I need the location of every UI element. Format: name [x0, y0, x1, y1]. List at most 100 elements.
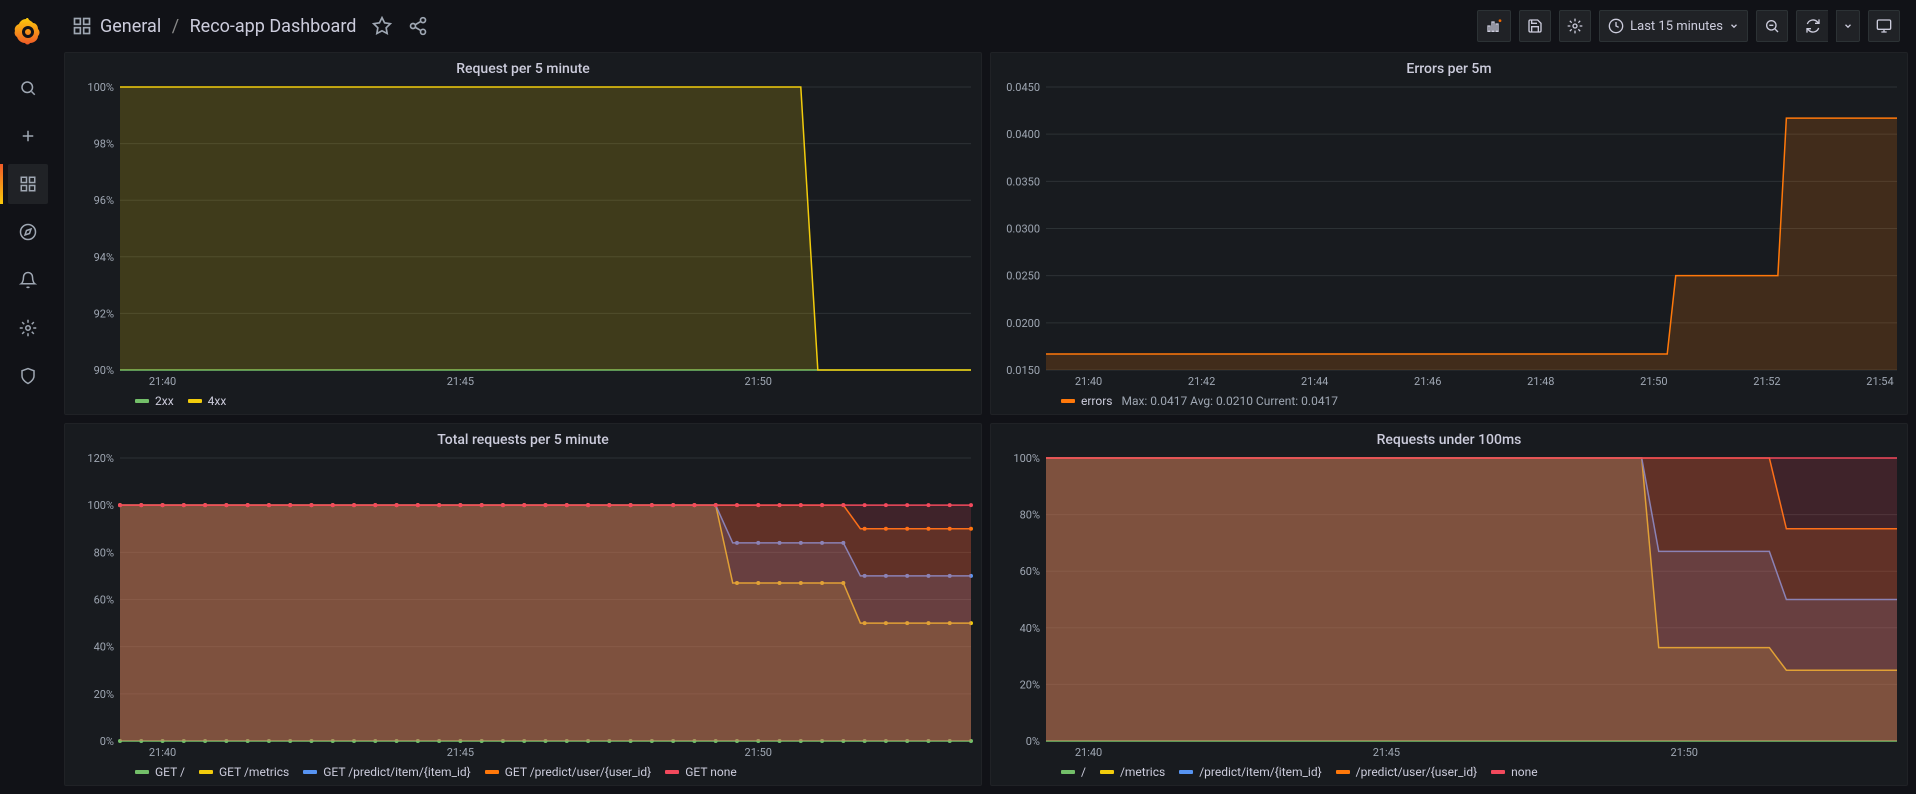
svg-text:0.0300: 0.0300: [1006, 223, 1040, 236]
svg-text:21:45: 21:45: [1373, 746, 1400, 759]
legend-label: /predict/item/{item_id}: [1199, 765, 1321, 779]
legend-item[interactable]: 4xx: [188, 394, 227, 408]
panel-total-requests-per-5m[interactable]: Total requests per 5 minute 0%20%40%60%8…: [64, 423, 982, 786]
time-picker[interactable]: Last 15 minutes: [1599, 10, 1748, 42]
svg-text:21:50: 21:50: [745, 375, 772, 388]
svg-text:98%: 98%: [94, 138, 114, 151]
svg-text:21:40: 21:40: [1075, 375, 1102, 388]
svg-text:40%: 40%: [1020, 622, 1040, 635]
legend-item[interactable]: none: [1491, 765, 1537, 779]
svg-text:40%: 40%: [94, 641, 114, 654]
legend-item[interactable]: GET /: [135, 765, 185, 779]
grafana-logo[interactable]: [12, 16, 44, 48]
legend-item[interactable]: /metrics: [1100, 765, 1165, 779]
dashboards-icon: [72, 16, 92, 36]
svg-text:21:54: 21:54: [1866, 375, 1893, 388]
breadcrumb-sep: /: [172, 16, 179, 37]
legend-label: GET /metrics: [219, 765, 289, 779]
nav-search[interactable]: [8, 68, 48, 108]
svg-text:96%: 96%: [94, 194, 114, 207]
svg-text:21:50: 21:50: [1671, 746, 1698, 759]
legend-label: GET /: [155, 765, 185, 779]
dashboard-grid: Request per 5 minute 90% 92% 94% 96% 98% 100%…: [56, 52, 1916, 794]
svg-text:21:44: 21:44: [1301, 375, 1328, 388]
legend-item[interactable]: GET /predict/user/{user_id}: [485, 765, 652, 779]
svg-text:90%: 90%: [94, 364, 114, 377]
svg-text:21:46: 21:46: [1414, 375, 1441, 388]
panel-request-per-5m[interactable]: Request per 5 minute 90%92%94%96%98%100%…: [64, 52, 982, 415]
svg-text:80%: 80%: [94, 546, 114, 559]
svg-text:0%: 0%: [1026, 735, 1040, 748]
panel-title: Errors per 5m: [991, 53, 1907, 81]
svg-text:21:40: 21:40: [149, 375, 176, 388]
svg-text:0.0200: 0.0200: [1006, 317, 1040, 330]
refresh-interval-button[interactable]: [1836, 10, 1860, 42]
svg-text:120%: 120%: [87, 452, 114, 465]
breadcrumb-page[interactable]: Reco-app Dashboard: [190, 16, 357, 37]
zoom-out-button[interactable]: [1756, 10, 1788, 42]
legend-item[interactable]: GET none: [665, 765, 736, 779]
svg-text:80%: 80%: [1020, 509, 1040, 522]
legend-item[interactable]: errors Max: 0.0417 Avg: 0.0210 Current: …: [1061, 394, 1338, 408]
nav-dashboards[interactable]: [8, 164, 48, 204]
nav-explore[interactable]: [8, 212, 48, 252]
svg-text:20%: 20%: [94, 688, 114, 701]
panel-legend: errors Max: 0.0417 Avg: 0.0210 Current: …: [991, 390, 1907, 414]
settings-button[interactable]: [1559, 10, 1591, 42]
svg-text:21:40: 21:40: [149, 746, 176, 759]
svg-text:21:42: 21:42: [1188, 375, 1215, 388]
legend-label: GET none: [685, 765, 736, 779]
tv-mode-button[interactable]: [1868, 10, 1900, 42]
svg-text:21:45: 21:45: [447, 746, 474, 759]
nav-create[interactable]: [8, 116, 48, 156]
svg-text:20%: 20%: [1020, 678, 1040, 691]
legend-item[interactable]: /predict/item/{item_id}: [1179, 765, 1321, 779]
legend-label: none: [1511, 765, 1537, 779]
legend-item[interactable]: /: [1061, 765, 1086, 779]
share-icon[interactable]: [408, 16, 428, 36]
legend-label: /predict/user/{user_id}: [1356, 765, 1478, 779]
panel-title: Requests under 100ms: [991, 424, 1907, 452]
breadcrumb[interactable]: General / Reco-app Dashboard: [100, 16, 356, 37]
legend-item[interactable]: /predict/user/{user_id}: [1336, 765, 1478, 779]
save-button[interactable]: [1519, 10, 1551, 42]
legend-item[interactable]: GET /metrics: [199, 765, 289, 779]
panel-requests-under-100ms[interactable]: Requests under 100ms 0%20%40%60%80%100%2…: [990, 423, 1908, 786]
legend-label: /metrics: [1120, 765, 1165, 779]
svg-text:100%: 100%: [87, 499, 114, 512]
nav-admin[interactable]: [8, 356, 48, 396]
star-icon[interactable]: [372, 16, 392, 36]
svg-text:94%: 94%: [94, 251, 114, 264]
nav-alerting[interactable]: [8, 260, 48, 300]
panel-title: Total requests per 5 minute: [65, 424, 981, 452]
panel-legend: / /metrics/predict/item/{item_id} /predict…: [991, 761, 1907, 785]
svg-text:60%: 60%: [94, 594, 114, 607]
add-panel-button[interactable]: [1477, 10, 1511, 42]
svg-text:0.0450: 0.0450: [1006, 81, 1040, 94]
legend-label: 2xx: [155, 394, 174, 408]
nav-configuration[interactable]: [8, 308, 48, 348]
legend-label: errors: [1081, 394, 1112, 408]
svg-text:21:48: 21:48: [1527, 375, 1554, 388]
refresh-button[interactable]: [1796, 10, 1828, 42]
svg-text:21:50: 21:50: [745, 746, 772, 759]
panel-legend: GET / GET /metrics GET /predict/item/{item…: [65, 761, 981, 785]
legend-item[interactable]: 2xx: [135, 394, 174, 408]
panel-errors-per-5m[interactable]: Errors per 5m 0.0150 0.0200 0.0250 0.0300 0.…: [990, 52, 1908, 415]
time-picker-label: Last 15 minutes: [1630, 19, 1723, 34]
legend-stats: Max: 0.0417 Avg: 0.0210 Current: 0.0417: [1118, 394, 1338, 408]
legend-label: /: [1081, 765, 1086, 779]
legend-label: 4xx: [208, 394, 227, 408]
breadcrumb-folder[interactable]: General: [100, 16, 161, 37]
sidebar: [0, 0, 56, 794]
svg-text:100%: 100%: [1013, 452, 1040, 465]
svg-text:92%: 92%: [94, 307, 114, 320]
topbar: General / Reco-app Dashboard La: [56, 0, 1916, 52]
panel-chart: 0%20%40%60%80%100%21:4021:4521:50: [991, 452, 1907, 761]
panel-chart: 0%20%40%60%80%100%120%21:4021:4521:50: [65, 452, 981, 761]
panel-title: Request per 5 minute: [65, 53, 981, 81]
legend-item[interactable]: GET /predict/item/{item_id}: [303, 765, 471, 779]
svg-text:0.0150: 0.0150: [1006, 364, 1040, 377]
legend-label: GET /predict/item/{item_id}: [323, 765, 471, 779]
svg-text:0.0250: 0.0250: [1006, 270, 1040, 283]
